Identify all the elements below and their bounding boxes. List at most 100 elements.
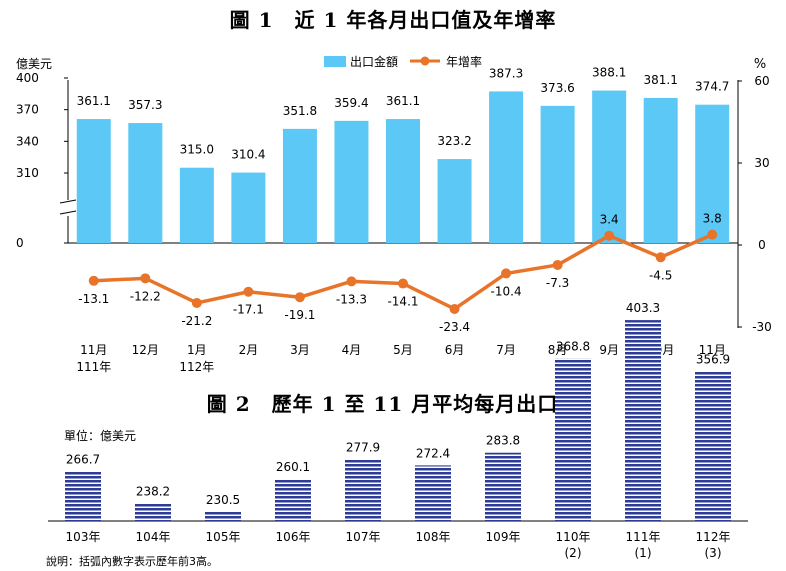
annual-bar: [415, 465, 451, 521]
x-tick-label: 107年: [346, 530, 381, 544]
x-tick-label: 1月: [187, 343, 207, 357]
export-bar-label: 323.2: [437, 134, 471, 148]
x-tick-label: 9月: [599, 343, 619, 357]
annual-bar-label: 283.8: [486, 434, 520, 448]
left-tick-label: 370: [16, 103, 39, 117]
export-bar: [231, 172, 266, 243]
left-tick-label: 340: [16, 134, 39, 148]
growth-point: [294, 292, 305, 303]
x-tick-label: 5月: [393, 343, 413, 357]
x-tick-label: (1): [635, 546, 652, 560]
export-bar: [540, 105, 575, 243]
x-tick-label: 110年: [556, 530, 591, 544]
annual-bar-label: 238.2: [136, 484, 170, 498]
annual-bar: [345, 459, 381, 521]
legend-swatch-bar: [324, 56, 346, 67]
export-bar: [76, 119, 111, 243]
x-tick-label: 111年: [626, 530, 661, 544]
annual-bar: [135, 503, 171, 521]
x-tick-label: 112年: [696, 530, 731, 544]
x-tick-label: 103年: [66, 530, 101, 544]
growth-point: [140, 273, 151, 284]
legend-label-bar: 出口金額: [350, 54, 398, 69]
growth-point: [243, 286, 254, 297]
growth-point: [88, 275, 99, 286]
x-tick-label: 7月: [496, 343, 516, 357]
annual-bar: [485, 452, 521, 521]
legend-label-line: 年增率: [446, 54, 482, 69]
right-tick-label: 0: [758, 238, 766, 252]
export-bar: [282, 128, 317, 243]
growth-point: [346, 276, 357, 287]
x-tick-label: 104年: [136, 530, 171, 544]
export-bar: [695, 104, 730, 243]
x-tick-label: 12月: [132, 343, 159, 357]
x-tick-label: 8月: [548, 343, 568, 357]
x-tick-label: 106年: [276, 530, 311, 544]
growth-point: [501, 268, 512, 279]
x-tick-label: 6月: [445, 343, 465, 357]
figure1-title: 圖 1 近 1 年各月出口值及年增率: [229, 8, 557, 32]
x-tick-label: 3月: [290, 343, 310, 357]
x-tick-label: 112年: [179, 360, 214, 374]
export-bar-label: 357.3: [128, 98, 162, 112]
annual-bar-label: 230.5: [206, 493, 240, 507]
right-tick-label: 30: [754, 156, 769, 170]
annual-bar: [625, 320, 661, 521]
axis-break-mark: [59, 199, 77, 204]
growth-label: -19.1: [284, 308, 315, 322]
export-bar: [386, 119, 420, 243]
growth-label: 3.8: [703, 212, 722, 226]
export-bar: [643, 97, 678, 243]
growth-point: [398, 278, 408, 289]
export-bar-label: 315.0: [180, 143, 214, 157]
growth-point: [449, 303, 460, 314]
left-tick-label: 310: [16, 166, 39, 180]
x-tick-label: 2月: [239, 343, 259, 357]
export-bar-label: 374.7: [695, 80, 729, 94]
export-bar-label: 310.4: [231, 148, 265, 162]
x-tick-label: 109年: [486, 530, 521, 544]
annual-bar-label: 272.4: [416, 446, 450, 460]
x-tick-label: 108年: [416, 530, 451, 544]
export-bar-label: 373.6: [540, 81, 574, 95]
annual-bar-label: 277.9: [346, 440, 380, 454]
x-tick-label: 11月: [80, 343, 107, 357]
annual-bar-label: 266.7: [66, 453, 100, 467]
export-bar-label: 381.1: [644, 73, 678, 87]
growth-label: -13.3: [336, 292, 367, 306]
annual-bar: [555, 358, 591, 521]
right-tick-label: -30: [752, 320, 772, 334]
export-bar-label: 387.3: [489, 66, 523, 80]
unit-label: 單位：億美元: [64, 428, 136, 443]
export-bar-label: 388.1: [592, 66, 626, 80]
growth-point: [655, 252, 666, 263]
growth-point: [604, 230, 615, 241]
growth-label: -21.2: [181, 314, 212, 328]
export-bar: [179, 167, 214, 243]
growth-label: 3.4: [600, 213, 619, 227]
annual-bar: [275, 479, 311, 521]
export-bar: [128, 123, 163, 243]
annual-bar-label: 403.3: [626, 301, 660, 315]
export-bar-label: 361.1: [77, 94, 111, 108]
growth-label: -14.1: [387, 295, 418, 309]
annual-bar-label: 260.1: [276, 460, 310, 474]
growth-label: -7.3: [546, 276, 569, 290]
growth-label: -12.2: [130, 289, 161, 303]
axis-break-mark: [59, 210, 77, 215]
annual-bar: [205, 511, 241, 521]
export-bar: [592, 90, 627, 243]
export-bar: [334, 120, 369, 243]
right-tick-label: 60: [754, 74, 769, 88]
x-tick-label: (2): [565, 546, 582, 560]
export-bar-label: 359.4: [334, 96, 368, 110]
export-bar-label: 351.8: [283, 104, 317, 118]
growth-label: -10.4: [491, 284, 522, 298]
x-tick-label: 4月: [342, 343, 362, 357]
export-bar: [437, 159, 472, 243]
growth-point: [191, 297, 202, 308]
growth-label: -13.1: [78, 292, 109, 306]
x-tick-label: 105年: [206, 530, 241, 544]
